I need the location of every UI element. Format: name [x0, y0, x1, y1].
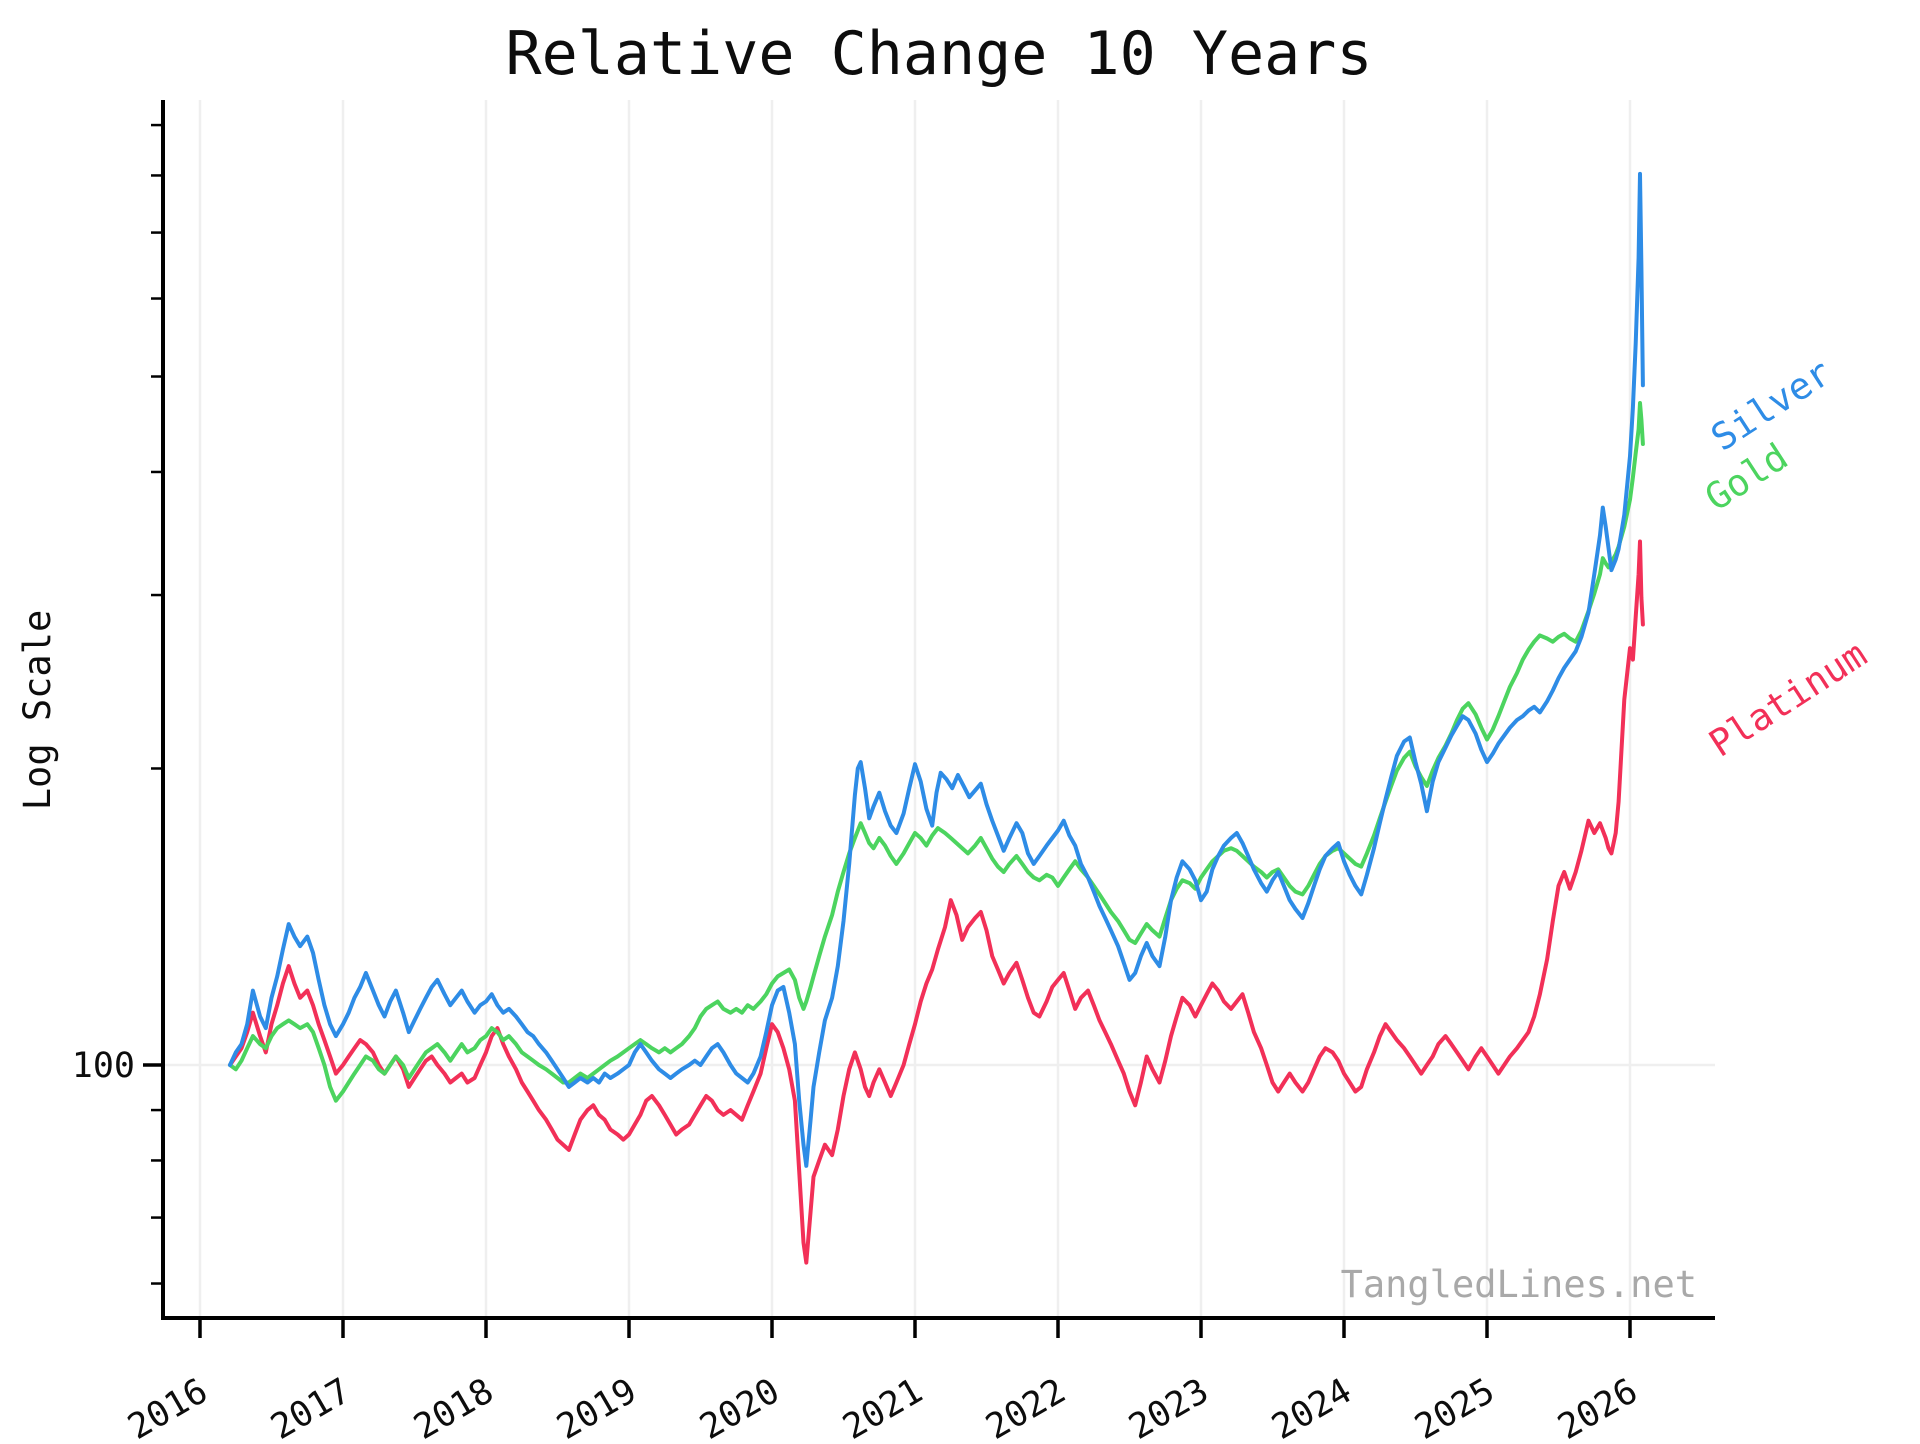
tick-labels: 2016 2017 2018 2019 2020 2021 2022 2023 2024 2025… [72, 1046, 1645, 1444]
watermark: TangledLines.net [1341, 1263, 1697, 1306]
chart-series [228, 171, 1645, 1265]
series-line-platinum [228, 539, 1645, 1265]
x-tick-label: 2017 [264, 1371, 357, 1440]
x-tick-label: 2022 [979, 1371, 1072, 1440]
chart-title: Relative Change 10 Years [506, 19, 1373, 89]
x-tick-label: 2026 [1551, 1371, 1644, 1440]
x-tick-label: 2025 [1408, 1371, 1501, 1440]
x-tick-label: 2020 [693, 1371, 786, 1440]
x-tick-label: 2019 [550, 1371, 643, 1440]
legend-label-platinum: Platinum [1701, 632, 1874, 765]
legend-label-gold: Gold [1697, 435, 1795, 520]
gridlines [163, 100, 1715, 1318]
x-tick-label: 2016 [121, 1371, 214, 1440]
x-tick-label: 2023 [1122, 1371, 1215, 1440]
x-tick-label: 2018 [407, 1371, 500, 1440]
y-tick-label: 100 [72, 1046, 135, 1086]
series-line-gold [228, 401, 1645, 1103]
x-tick-label: 2024 [1265, 1371, 1358, 1440]
series-line-silver [228, 171, 1645, 1168]
y-axis-label: Log Scale [16, 610, 59, 810]
axes [143, 100, 1715, 1338]
x-tick-label: 2021 [836, 1371, 929, 1440]
